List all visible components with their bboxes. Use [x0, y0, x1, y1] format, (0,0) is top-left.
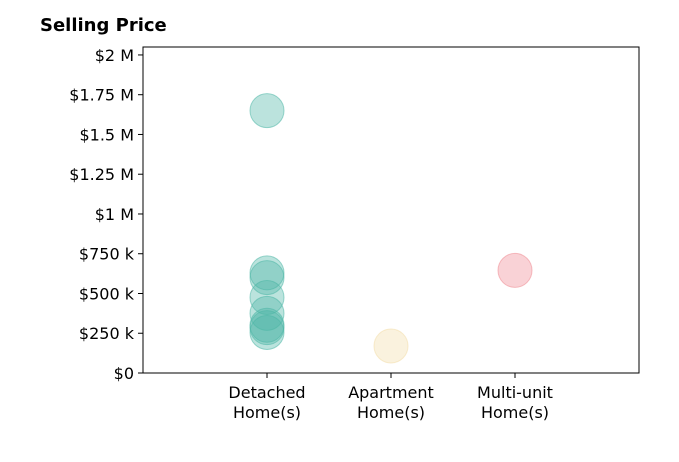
data-point [249, 260, 285, 296]
y-tick-label: $250 k [79, 324, 135, 343]
y-tick-label: $1.5 M [79, 125, 134, 144]
data-point [373, 328, 409, 364]
plot-frame [142, 46, 640, 374]
x-tick-label: Home(s) [233, 403, 301, 422]
data-point [249, 93, 285, 129]
chart-title: Selling Price [40, 15, 167, 36]
y-tick-label: $0 [114, 364, 134, 383]
data-point [249, 279, 285, 315]
data-point [497, 252, 533, 288]
y-tick-label: $1.25 M [69, 165, 134, 184]
x-tick-label: Detached [228, 383, 305, 402]
x-tick-label: Apartment [348, 383, 434, 402]
data-point [249, 295, 285, 331]
data-point [249, 314, 285, 350]
y-tick-label: $1 M [95, 205, 134, 224]
y-tick-label: $750 k [79, 245, 135, 264]
y-tick-label: $1.75 M [69, 86, 134, 105]
y-tick-label: $2 M [95, 46, 134, 65]
data-point [249, 255, 285, 291]
x-tick-label: Multi-unit [477, 383, 553, 402]
data-point [249, 310, 285, 346]
x-tick-label: Home(s) [481, 403, 549, 422]
x-tick-label: Home(s) [357, 403, 425, 422]
y-tick-label: $500 k [79, 284, 135, 303]
